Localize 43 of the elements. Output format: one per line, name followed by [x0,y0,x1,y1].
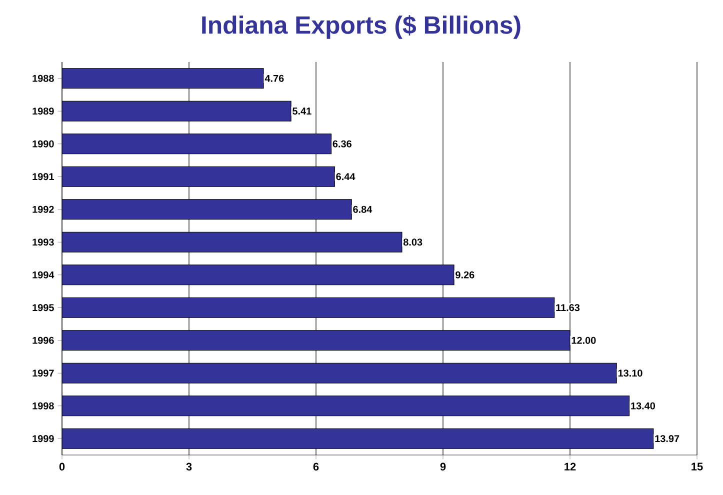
data-label: 12.00 [572,336,596,344]
bar [62,330,570,351]
bar [62,232,402,252]
data-label: 4.76 [264,74,284,82]
chart-title: Indiana Exports ($ Billions) [202,15,520,39]
x-tick-label: 3 [186,462,192,471]
data-label: 9.26 [456,271,474,278]
bar [62,362,617,384]
x-tick-label: 9 [440,462,446,471]
y-tick-label: 1994 [32,271,54,278]
data-label: 6.84 [353,206,372,213]
bar [62,68,264,89]
bar [62,166,335,187]
y-tick-label: 1995 [32,304,54,312]
data-label: 13.10 [618,370,642,377]
data-label: 5.41 [292,108,312,115]
y-tick-label: 1991 [32,173,54,180]
y-tick-label: 1998 [32,402,54,410]
bar [62,396,630,416]
x-tick-label: 15 [692,462,703,470]
y-tick-label: 1990 [32,140,54,148]
y-tick-label: 1989 [32,108,54,115]
y-tick-label: 1997 [32,370,54,377]
data-label: 8.03 [403,238,422,246]
y-tick-label: 1988 [32,74,54,82]
y-tick-label: 1999 [32,435,54,442]
x-tick-label: 12 [564,462,576,470]
data-label: 13.40 [631,402,655,410]
data-label: 13.97 [655,435,680,442]
x-tick-label: 0 [59,462,65,471]
y-tick-label: 1993 [32,238,54,246]
x-tick-label: 6 [313,462,319,471]
data-label: 6.44 [336,173,356,180]
data-label: 11.63 [556,304,580,312]
bar [62,264,454,286]
y-tick-label: 1992 [32,206,54,213]
bar [62,134,332,154]
bar [62,428,654,449]
y-tick-label: 1996 [32,336,54,344]
bar [62,100,292,122]
bar [62,199,352,220]
bar [62,297,555,318]
data-label: 6.36 [332,140,352,148]
